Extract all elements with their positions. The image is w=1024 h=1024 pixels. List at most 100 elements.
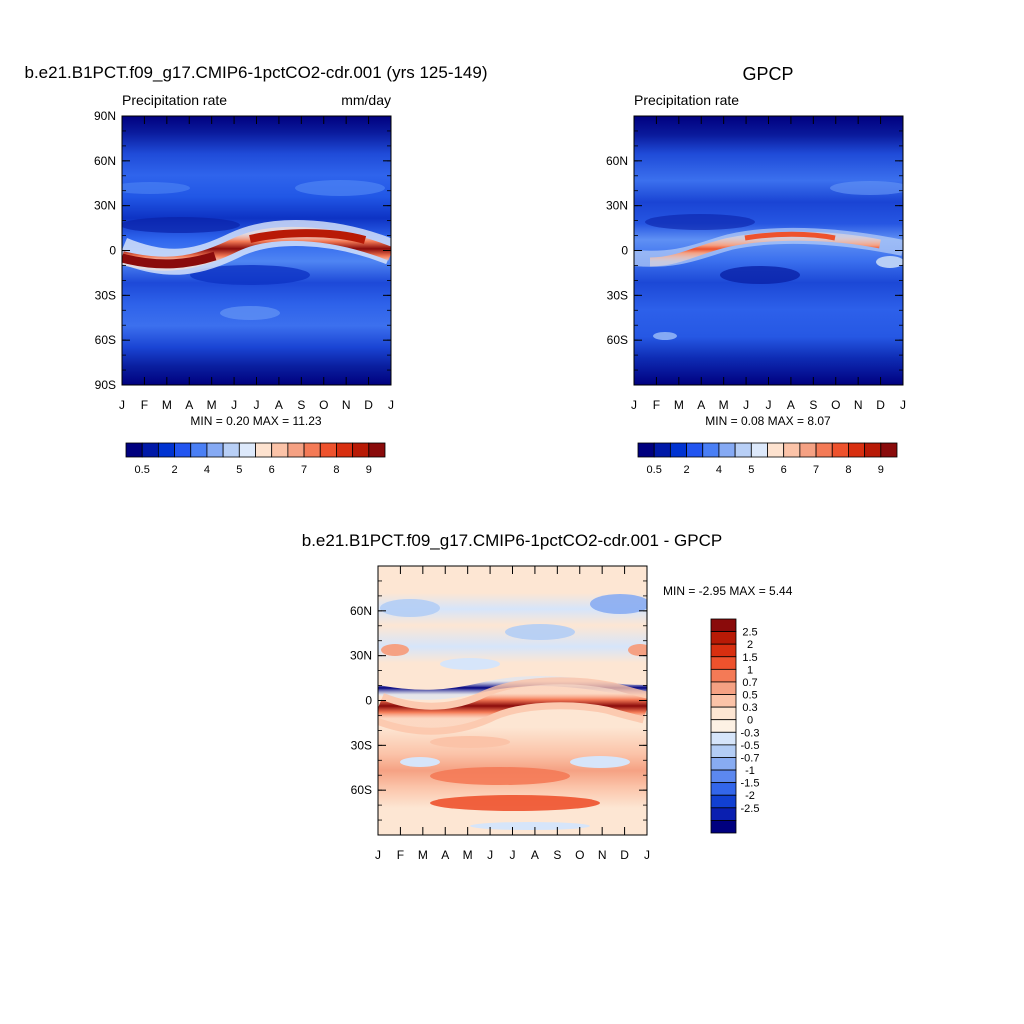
x-tick-label: S: [553, 848, 561, 862]
colorbar-swatch: [206, 442, 224, 458]
colorbar-swatch: [157, 442, 175, 458]
colorbar-label: -0.5: [741, 740, 760, 752]
x-tick-label: O: [319, 398, 328, 412]
colorbar-swatch: [190, 442, 208, 458]
colorbar-label: -1: [745, 765, 755, 777]
panel-model-stats: MIN = 0.20 MAX = 11.23: [190, 414, 322, 428]
colorbar-swatch: [710, 744, 737, 758]
x-tick-label: A: [441, 848, 449, 862]
y-tick-label: 60S: [95, 333, 116, 347]
colorbar-swatch: [255, 442, 273, 458]
y-tick-label: 60N: [94, 154, 116, 168]
panel-model-left-label: Precipitation rate: [122, 92, 227, 108]
colorbar-label: 8: [333, 464, 339, 476]
x-tick-label: M: [162, 398, 172, 412]
x-tick-label: M: [463, 848, 473, 862]
y-tick-label: 90S: [95, 378, 116, 392]
panel-obs-colorbar: 0.5 2 4 5 6 7 8 9: [637, 442, 898, 476]
y-tick-label: 30S: [95, 288, 116, 302]
colorbar-swatch: [319, 442, 337, 458]
colorbar-label: 1.5: [742, 652, 757, 664]
y-tick-label: 0: [365, 694, 372, 708]
x-tick-label: M: [719, 398, 729, 412]
colorbar-label: 0.3: [742, 702, 757, 714]
colorbar-label: 2.5: [742, 627, 757, 639]
x-tick-label: N: [342, 398, 351, 412]
y-tick-label: 30S: [607, 288, 628, 302]
y-tick-label: 30S: [351, 738, 372, 752]
colorbar-swatch: [783, 442, 801, 458]
x-tick-label: J: [388, 398, 394, 412]
colorbar-swatch: [767, 442, 785, 458]
colorbar-swatch: [710, 656, 737, 670]
colorbar-swatch: [848, 442, 866, 458]
colorbar-label: 9: [366, 464, 372, 476]
colorbar-swatch: [710, 643, 737, 658]
colorbar-label: 0.7: [742, 677, 757, 689]
x-tick-label: O: [831, 398, 840, 412]
colorbar-label: 0.5: [742, 690, 757, 702]
panel-diff: b.e21.B1PCT.f09_g17.CMIP6-1pctCO2-cdr.00…: [302, 531, 793, 862]
x-tick-label: M: [674, 398, 684, 412]
colorbar-swatch: [880, 442, 898, 458]
colorbar-swatch: [669, 442, 687, 458]
colorbar-swatch: [336, 442, 354, 458]
colorbar-label: 2: [684, 464, 690, 476]
panel-model-field: [122, 116, 391, 385]
x-tick-label: J: [231, 398, 237, 412]
colorbar-swatch: [637, 442, 655, 458]
y-tick-label: 60N: [350, 604, 372, 618]
colorbar-swatch: [287, 442, 305, 458]
colorbar-swatch: [710, 618, 737, 632]
x-tick-label: S: [297, 398, 305, 412]
colorbar-swatch: [750, 442, 768, 458]
colorbar-label: 0.5: [647, 464, 662, 476]
x-tick-label: A: [185, 398, 193, 412]
colorbar-label: 5: [236, 464, 242, 476]
colorbar-swatch: [368, 442, 386, 458]
colorbar-swatch: [710, 782, 737, 796]
x-tick-label: J: [375, 848, 381, 862]
colorbar-label: 1: [747, 664, 753, 676]
colorbar-swatch: [710, 668, 737, 683]
x-tick-label: S: [809, 398, 817, 412]
colorbar-swatch: [125, 442, 143, 458]
panel-obs-stats: MIN = 0.08 MAX = 8.07: [705, 414, 831, 428]
y-tick-label: 60S: [351, 783, 372, 797]
x-tick-label: N: [598, 848, 607, 862]
colorbar-label: -2: [745, 790, 755, 802]
x-tick-label: F: [141, 398, 148, 412]
colorbar-swatch: [710, 757, 737, 771]
panel-model-title: b.e21.B1PCT.f09_g17.CMIP6-1pctCO2-cdr.00…: [24, 63, 487, 82]
x-tick-label: M: [207, 398, 217, 412]
colorbar-swatch: [141, 442, 159, 458]
colorbar-label: 2: [747, 639, 753, 651]
colorbar-swatch: [710, 694, 737, 708]
x-tick-label: N: [854, 398, 863, 412]
panel-diff-title: b.e21.B1PCT.f09_g17.CMIP6-1pctCO2-cdr.00…: [302, 531, 722, 550]
x-tick-label: J: [119, 398, 125, 412]
colorbar-swatch: [718, 442, 736, 458]
colorbar-swatch: [734, 442, 752, 458]
x-tick-label: J: [900, 398, 906, 412]
x-tick-label: D: [876, 398, 885, 412]
colorbar-label: 4: [716, 464, 722, 476]
x-tick-label: M: [418, 848, 428, 862]
colorbar-swatch: [222, 442, 240, 458]
x-tick-label: A: [531, 848, 539, 862]
panel-obs-y-axis: 60N 30N 0 30S 60S: [606, 115, 903, 386]
x-tick-label: D: [364, 398, 373, 412]
colorbar-label: -0.3: [741, 727, 760, 739]
colorbar-swatch: [686, 442, 704, 458]
colorbar-swatch: [710, 631, 737, 645]
colorbar-swatch: [831, 442, 849, 458]
y-tick-label: 90N: [94, 109, 116, 123]
x-tick-label: J: [254, 398, 260, 412]
panel-diff-colorbar: 2.521.510.70.50.30-0.3-0.5-0.7-1-1.5-2-2…: [710, 618, 760, 834]
x-tick-label: J: [510, 848, 516, 862]
colorbar-swatch: [710, 820, 737, 834]
colorbar-swatch: [710, 681, 737, 695]
